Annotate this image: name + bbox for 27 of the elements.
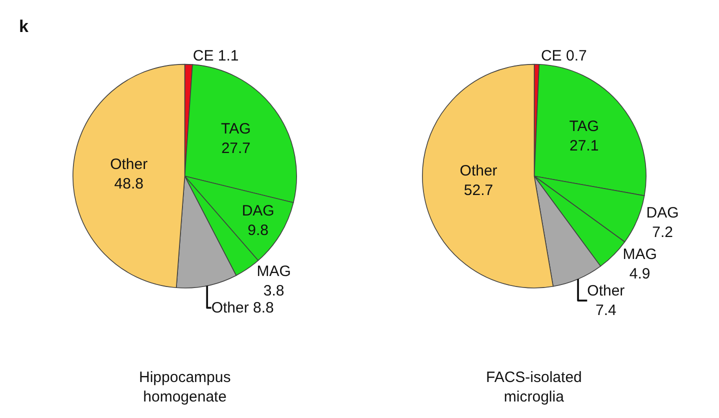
text: Hippocampus homogenate (139, 369, 231, 406)
slice-label: Other (587, 282, 625, 300)
slice-label: TAG (569, 118, 599, 135)
slice-label: CE (192, 47, 214, 64)
slice-label: Other (211, 299, 249, 316)
data-label: 9.8 (248, 222, 269, 239)
slice-label: DAG (646, 204, 679, 222)
slice-label: MAG (622, 246, 657, 263)
data-label: 4.9 (629, 265, 650, 282)
data-label: 27.1 (569, 137, 599, 154)
data-label: 7.2 (652, 224, 673, 241)
data-label: 3.8 (263, 282, 284, 300)
slice-label: MAG (256, 262, 291, 280)
slice-label: DAG (242, 202, 274, 220)
text: k (19, 17, 29, 36)
data-label: 52.7 (464, 182, 494, 200)
slice-label: Other (460, 162, 498, 180)
text: FACS-isolated microglia (486, 369, 582, 406)
data-label: 1.1 (218, 47, 239, 64)
data-label: 0.7 (566, 47, 587, 64)
data-label: 7.4 (595, 302, 616, 319)
data-label: 27.7 (221, 140, 251, 157)
slice-label: Other (110, 156, 148, 173)
slice-label: TAG (221, 120, 251, 138)
slice-label: CE (540, 47, 562, 64)
data-label: 8.8 (253, 299, 274, 316)
data-label: 48.8 (114, 175, 144, 192)
